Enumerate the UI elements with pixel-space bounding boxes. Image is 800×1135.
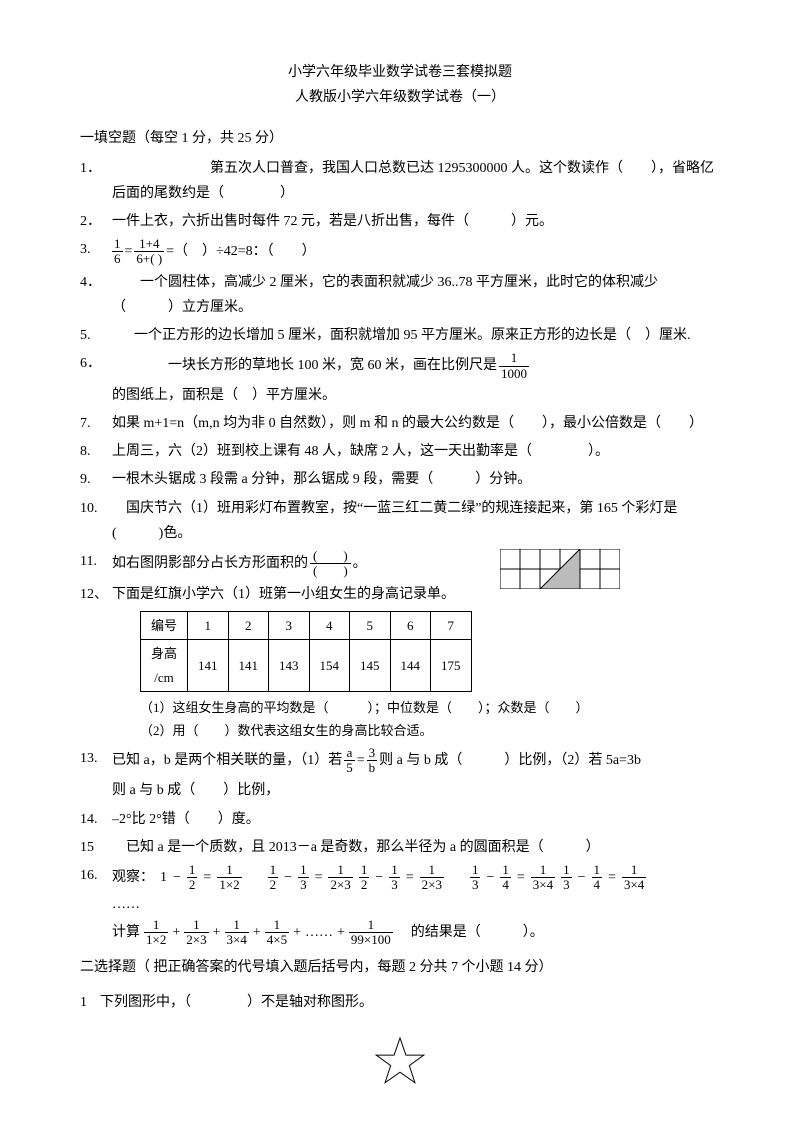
q11-frac: ( )( ) [310, 549, 351, 579]
q10-num: 10. [80, 496, 112, 546]
section2-header: 二选择题（ 把正确答案的代号填入题后括号内，每题 2 分共 7 个小题 14 分… [80, 955, 720, 980]
q9: 9. 一根木头锯成 3 段需 a 分钟，那么锯成 9 段，需要（ ）分钟。 [80, 467, 720, 492]
title-2: 人教版小学六年级数学试卷（一） [80, 85, 720, 110]
table-header: 6 [390, 611, 431, 639]
q3-frac2: 1+46+( ) [134, 237, 164, 267]
s2q1-text: 下列图形中，（ ）不是轴对称图形。 [100, 990, 720, 1015]
q7-text: 如果 m+1=n（m,n 均为非 0 自然数），则 m 和 n 的最大公约数是（… [112, 411, 720, 436]
q6: 6． 一块长方形的草地长 100 米，宽 60 米，画在比例尺是 11000 的… [80, 351, 720, 408]
q12-table: 编号1234567 身高/cm141141143154145144175 [140, 611, 472, 692]
table-header: 5 [350, 611, 391, 639]
title-1: 小学六年级毕业数学试卷三套模拟题 [80, 60, 720, 85]
s2q1-num: 1 [80, 990, 100, 1015]
q4: 4． 一个圆柱体，高减少 2 厘米，它的表面积就减少 36..78 平方厘米，此… [80, 270, 720, 320]
q13-pre: 已知 a，b 是两个相关联的量，（1）若 [112, 748, 342, 773]
q14: 14. –2°比 2°错（ ）度。 [80, 807, 720, 832]
q12-lead: 下面是红旗小学六（1）班第一小组女生的身高记录单。 [112, 582, 720, 607]
q7: 7. 如果 m+1=n（m,n 均为非 0 自然数），则 m 和 n 的最大公约… [80, 411, 720, 436]
q8-num: 8. [80, 439, 112, 464]
q10: 10. 国庆节六（1）班用彩灯布置教室，按“一蓝三红二黄二绿”的规连接起来，第 … [80, 496, 720, 546]
q12-sub2: （2）用（ ）数代表这组女生的身高比较合适。 [80, 719, 720, 742]
table-cell: 144 [390, 640, 431, 692]
q1: 1． 第五次人口普查，我国人口总数已达 1295300000 人。这个数读作（ … [80, 156, 720, 206]
q13-line2: 则 a 与 b 成（ ）比例， [80, 778, 720, 803]
q15-num: 15 [80, 835, 112, 860]
table-header: 2 [228, 611, 269, 639]
q16-dots: …… [112, 892, 720, 917]
q14-num: 14. [80, 807, 112, 832]
table-cell: 154 [309, 640, 350, 692]
q9-text: 一根木头锯成 3 段需 a 分钟，那么锯成 9 段，需要（ ）分钟。 [112, 467, 720, 492]
table-cell: 141 [228, 640, 269, 692]
q8: 8. 上周三，六（2）班到校上课有 48 人，缺席 2 人，这一天出勤率是（ ）… [80, 439, 720, 464]
table-cell: 141 [188, 640, 229, 692]
q13-mid: 则 a 与 b 成（ ）比例，（2）若 5a=3b [379, 748, 641, 773]
q15-text: 已知 a 是一个质数，且 2013－a 是奇数，那么半径为 a 的圆面积是（ ） [112, 835, 720, 860]
q6-pre: 一块长方形的草地长 100 米，宽 60 米，画在比例尺是 [112, 353, 497, 378]
table-header: 编号 [141, 611, 188, 639]
q13-num: 13. [80, 746, 112, 776]
q8-text: 上周三，六（2）班到校上课有 48 人，缺席 2 人，这一天出勤率是（ ）。 [112, 439, 720, 464]
q11-num: 11. [80, 549, 112, 579]
q5-num: 5. [80, 323, 106, 348]
q10-text: 国庆节六（1）班用彩灯布置教室，按“一蓝三红二黄二绿”的规连接起来，第 165 … [112, 496, 720, 546]
q12-sub1: （1）这组女生身高的平均数是（ ）；中位数是（ ）；众数是（ ） [80, 696, 720, 719]
q16-num: 16. [80, 863, 112, 947]
q6-num: 6． [80, 351, 112, 408]
q2-num: 2． [80, 209, 112, 234]
q11-pre: 如右图阴影部分占长方形面积的 [112, 551, 308, 576]
table-rowlabel: 身高/cm [141, 640, 188, 692]
q4-text: 一个圆柱体，高减少 2 厘米，它的表面积就减少 36..78 平方厘米，此时它的… [112, 270, 720, 320]
q3-num: 3. [80, 237, 112, 267]
q16-tail: 的结果是（ ）。 [397, 920, 544, 945]
star-figure [80, 1036, 720, 1095]
q14-text: –2°比 2°错（ ）度。 [112, 807, 720, 832]
table-header: 3 [269, 611, 310, 639]
q2: 2． 一件上衣，六折出售时每件 72 元，若是八折出售，每件（ ）元。 [80, 209, 720, 234]
q16-calc: 计算 [112, 920, 140, 945]
q11: 11. 如右图阴影部分占长方形面积的 ( )( ) 。 [80, 549, 720, 579]
q12: 12、 下面是红旗小学六（1）班第一小组女生的身高记录单。 [80, 582, 720, 607]
q6-post: 的图纸上，面积是（ ）平方厘米。 [112, 383, 336, 408]
section1-header: 一填空题（每空 1 分，共 25 分） [80, 126, 720, 151]
q1-num: 1． [80, 156, 112, 206]
q2-text: 一件上衣，六折出售时每件 72 元，若是八折出售，每件（ ）元。 [112, 209, 720, 234]
q11-grid-figure [500, 549, 620, 589]
q1-text: 第五次人口普查，我国人口总数已达 1295300000 人。这个数读作（ ），省… [112, 156, 720, 206]
q16: 16. 观察： 1− 12 = 11×2 12− 13 = 12×3 12− 1… [80, 863, 720, 947]
q15: 15 已知 a 是一个质数，且 2013－a 是奇数，那么半径为 a 的圆面积是… [80, 835, 720, 860]
q7-num: 7. [80, 411, 112, 436]
table-cell: 143 [269, 640, 310, 692]
q3-tail: =（ ）÷42=8：（ ） [166, 239, 315, 264]
q4-num: 4． [80, 270, 112, 320]
table-header: 7 [431, 611, 472, 639]
q9-num: 9. [80, 467, 112, 492]
table-cell: 145 [350, 640, 391, 692]
q5: 5. 一个正方形的边长增加 5 厘米，面积就增加 95 平方厘米。原来正方形的边… [80, 323, 720, 348]
q6-frac: 11000 [499, 351, 529, 381]
q3: 3. 16 = 1+46+( ) =（ ）÷42=8：（ ） [80, 237, 720, 267]
table-cell: 175 [431, 640, 472, 692]
table-header: 1 [188, 611, 229, 639]
q5-text: 一个正方形的边长增加 5 厘米，面积就增加 95 平方厘米。原来正方形的边长是（… [106, 323, 720, 348]
table-header: 4 [309, 611, 350, 639]
s2q1: 1 下列图形中，（ ）不是轴对称图形。 [80, 990, 720, 1015]
q12-num: 12、 [80, 582, 112, 607]
q16-lead: 观察： [112, 865, 154, 890]
q3-frac1: 16 [112, 237, 123, 267]
q13: 13. 已知 a，b 是两个相关联的量，（1）若 a5 = 3b 则 a 与 b… [80, 746, 720, 776]
q11-post: 。 [353, 551, 367, 576]
